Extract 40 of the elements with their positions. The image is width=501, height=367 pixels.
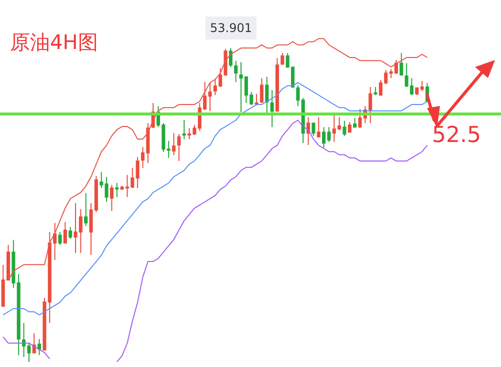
candlestick [84, 192, 88, 227]
candlestick [104, 176, 108, 202]
candlestick [312, 122, 316, 136]
candlestick [316, 116, 320, 138]
candlestick [260, 78, 264, 104]
candlestick [38, 338, 42, 356]
candlestick [12, 239, 16, 288]
candlestick [68, 226, 72, 240]
candlestick [58, 232, 62, 246]
candlestick [177, 134, 181, 162]
candlestick [415, 87, 419, 96]
candlestick [32, 332, 36, 354]
annotation: 53.901 [210, 21, 252, 35]
candlestick [265, 76, 269, 116]
candlestick [270, 90, 274, 128]
candlestick [115, 182, 119, 198]
candlestick [420, 80, 424, 92]
text: 52.5 [432, 123, 481, 148]
candlestick [254, 93, 258, 106]
candlestick [224, 48, 228, 76]
candlestick [275, 58, 280, 112]
candlestick [234, 60, 238, 82]
candlestick [296, 84, 300, 107]
candlestick [348, 122, 352, 133]
candlestick [172, 132, 176, 156]
candlestick [166, 140, 170, 158]
candlestick [110, 184, 114, 212]
candlestick [136, 156, 140, 189]
chart-title: 原油4H图 [10, 30, 98, 54]
candlestick [342, 120, 346, 136]
candlestick [182, 119, 186, 140]
candlestick [280, 52, 284, 66]
candlestick [400, 52, 404, 76]
candlestick [374, 86, 378, 96]
candlestick [306, 116, 310, 146]
candlestick [16, 274, 20, 356]
candlestick [228, 48, 232, 68]
candlestick [63, 221, 67, 244]
candlestick [353, 118, 357, 128]
candlestick [100, 172, 104, 189]
